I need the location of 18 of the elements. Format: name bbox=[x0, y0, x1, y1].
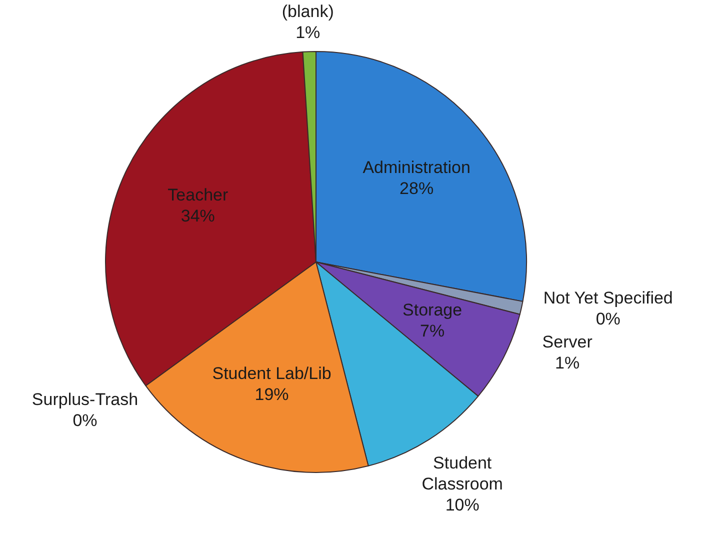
slice-label: Storage bbox=[402, 300, 462, 320]
data-label: 34% bbox=[180, 206, 215, 226]
category-label: Surplus-Trash bbox=[32, 390, 138, 410]
data-label: 1% bbox=[555, 354, 580, 373]
data-label: 1% bbox=[296, 23, 320, 42]
slice-label: Student Lab/Lib bbox=[212, 364, 332, 383]
slice-label: (blank) bbox=[282, 2, 334, 22]
category-label: Not Yet Specified bbox=[543, 288, 673, 308]
data-label: 19% bbox=[254, 384, 289, 404]
data-label: 10% bbox=[445, 496, 480, 515]
text: 0% bbox=[596, 310, 620, 329]
data-label: 7% bbox=[420, 321, 445, 340]
data-label: 28% bbox=[400, 178, 434, 198]
slice-label: Server bbox=[542, 332, 593, 352]
slice-label: Teacher bbox=[168, 186, 228, 205]
text: 0% bbox=[72, 411, 98, 430]
slice-label: Administration bbox=[362, 158, 470, 177]
slice-label: Student Classroom bbox=[422, 454, 503, 494]
